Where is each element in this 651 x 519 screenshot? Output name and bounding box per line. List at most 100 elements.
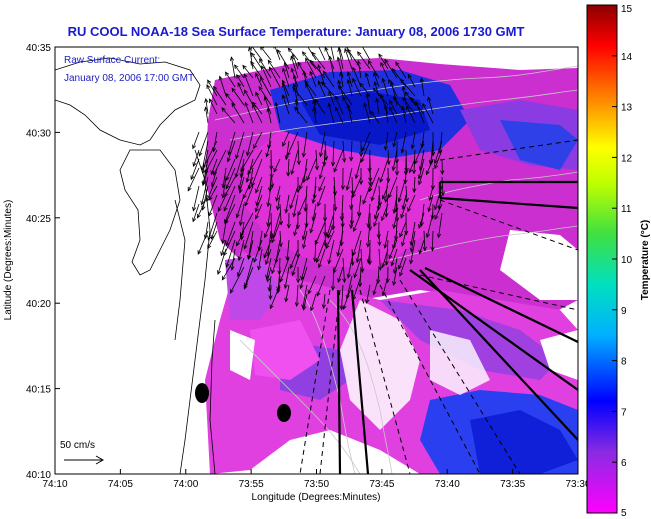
current-vector bbox=[327, 221, 335, 239]
current-vector-head bbox=[394, 171, 400, 176]
current-vector-head bbox=[287, 151, 291, 157]
current-vector bbox=[269, 67, 281, 88]
current-vector bbox=[187, 167, 200, 191]
current-vector-head bbox=[236, 74, 241, 79]
current-vector-head bbox=[275, 197, 280, 202]
current-vector-head bbox=[376, 279, 381, 285]
colorbar-tick-label: 12 bbox=[621, 153, 633, 164]
current-vector-head bbox=[307, 289, 312, 295]
current-vector-head bbox=[399, 78, 405, 84]
current-vector bbox=[213, 149, 227, 176]
current-vector bbox=[259, 58, 272, 79]
current-vector bbox=[277, 49, 290, 70]
current-vector-head bbox=[337, 79, 342, 85]
current-vector bbox=[230, 266, 245, 294]
current-vector-head bbox=[221, 275, 226, 281]
current-vector bbox=[261, 65, 272, 88]
current-vector-head bbox=[207, 235, 212, 241]
current-vector-head bbox=[237, 256, 242, 262]
current-vector-head bbox=[397, 264, 402, 270]
current-vector bbox=[381, 203, 389, 221]
current-vector bbox=[302, 230, 308, 249]
current-vector bbox=[282, 68, 290, 88]
current-vector bbox=[320, 131, 326, 157]
current-vector-head bbox=[360, 158, 365, 163]
current-vector-head bbox=[440, 170, 445, 176]
current-vector-head bbox=[276, 288, 281, 294]
current-vector-head bbox=[355, 258, 360, 264]
current-vector bbox=[310, 293, 317, 311]
current-vector-head bbox=[238, 188, 243, 194]
current-vector-head bbox=[206, 84, 211, 90]
current-vector bbox=[333, 149, 344, 173]
current-vector-head bbox=[372, 290, 377, 296]
radar-site-marker bbox=[277, 404, 291, 422]
current-vector-head bbox=[301, 51, 307, 56]
current-vector bbox=[206, 84, 218, 106]
current-vector bbox=[352, 67, 362, 88]
current-vector-head bbox=[257, 265, 262, 271]
current-vector-head bbox=[401, 205, 406, 210]
current-vector-head bbox=[430, 215, 435, 220]
current-vector-head bbox=[225, 263, 230, 268]
current-vector bbox=[272, 212, 281, 238]
current-vector bbox=[392, 68, 407, 88]
current-vector bbox=[384, 59, 398, 79]
current-vector bbox=[248, 167, 254, 190]
current-vector bbox=[243, 266, 254, 290]
current-vector bbox=[371, 176, 380, 201]
current-vector bbox=[289, 185, 299, 209]
current-vector-head bbox=[203, 163, 207, 169]
current-vector bbox=[250, 61, 263, 79]
current-vector bbox=[247, 230, 254, 260]
current-vector-head bbox=[227, 150, 232, 156]
current-vector bbox=[231, 57, 236, 79]
current-vector bbox=[190, 158, 200, 180]
current-vector bbox=[211, 158, 218, 175]
current-vector bbox=[285, 284, 290, 302]
current-vector bbox=[341, 194, 344, 221]
current-vector bbox=[330, 47, 335, 61]
current-vector-head bbox=[290, 55, 295, 61]
current-vector bbox=[266, 140, 272, 157]
current-vector bbox=[244, 102, 254, 124]
current-vector-head bbox=[263, 233, 268, 239]
current-vector-head bbox=[386, 178, 391, 184]
current-vector bbox=[247, 149, 263, 175]
current-vector-head bbox=[387, 193, 392, 199]
current-vector bbox=[282, 131, 290, 147]
current-vector-head bbox=[255, 201, 260, 207]
current-vector bbox=[373, 72, 380, 88]
current-vector bbox=[328, 103, 335, 124]
current-vector-head bbox=[329, 42, 332, 46]
current-vector-head bbox=[264, 260, 269, 266]
current-vector-head bbox=[425, 233, 430, 239]
current-vector-head bbox=[254, 214, 259, 220]
current-vector-head bbox=[397, 197, 402, 203]
current-vector bbox=[222, 221, 227, 244]
current-vector-head bbox=[218, 75, 223, 81]
current-vector bbox=[312, 185, 317, 204]
current-vector-head bbox=[302, 305, 307, 311]
current-vector-head bbox=[386, 160, 391, 166]
current-vector bbox=[393, 212, 398, 229]
current-vector-head bbox=[359, 82, 364, 88]
current-vector bbox=[380, 62, 389, 79]
current-vector-head bbox=[375, 97, 380, 103]
current-vector-head bbox=[254, 207, 259, 213]
current-vector bbox=[318, 176, 326, 192]
current-vector bbox=[236, 74, 245, 88]
current-vector-head bbox=[370, 196, 375, 202]
current-vector-head bbox=[364, 72, 369, 78]
current-vector-head bbox=[356, 211, 362, 217]
current-vector-head bbox=[403, 179, 408, 185]
current-vector bbox=[304, 80, 317, 97]
current-vector-head bbox=[334, 95, 339, 101]
current-vector-head bbox=[246, 151, 251, 157]
current-vector-head bbox=[344, 47, 349, 53]
current-vector-head bbox=[322, 161, 327, 167]
current-vector bbox=[362, 47, 371, 61]
current-vector-head bbox=[224, 192, 229, 198]
current-vector-head bbox=[433, 159, 438, 165]
